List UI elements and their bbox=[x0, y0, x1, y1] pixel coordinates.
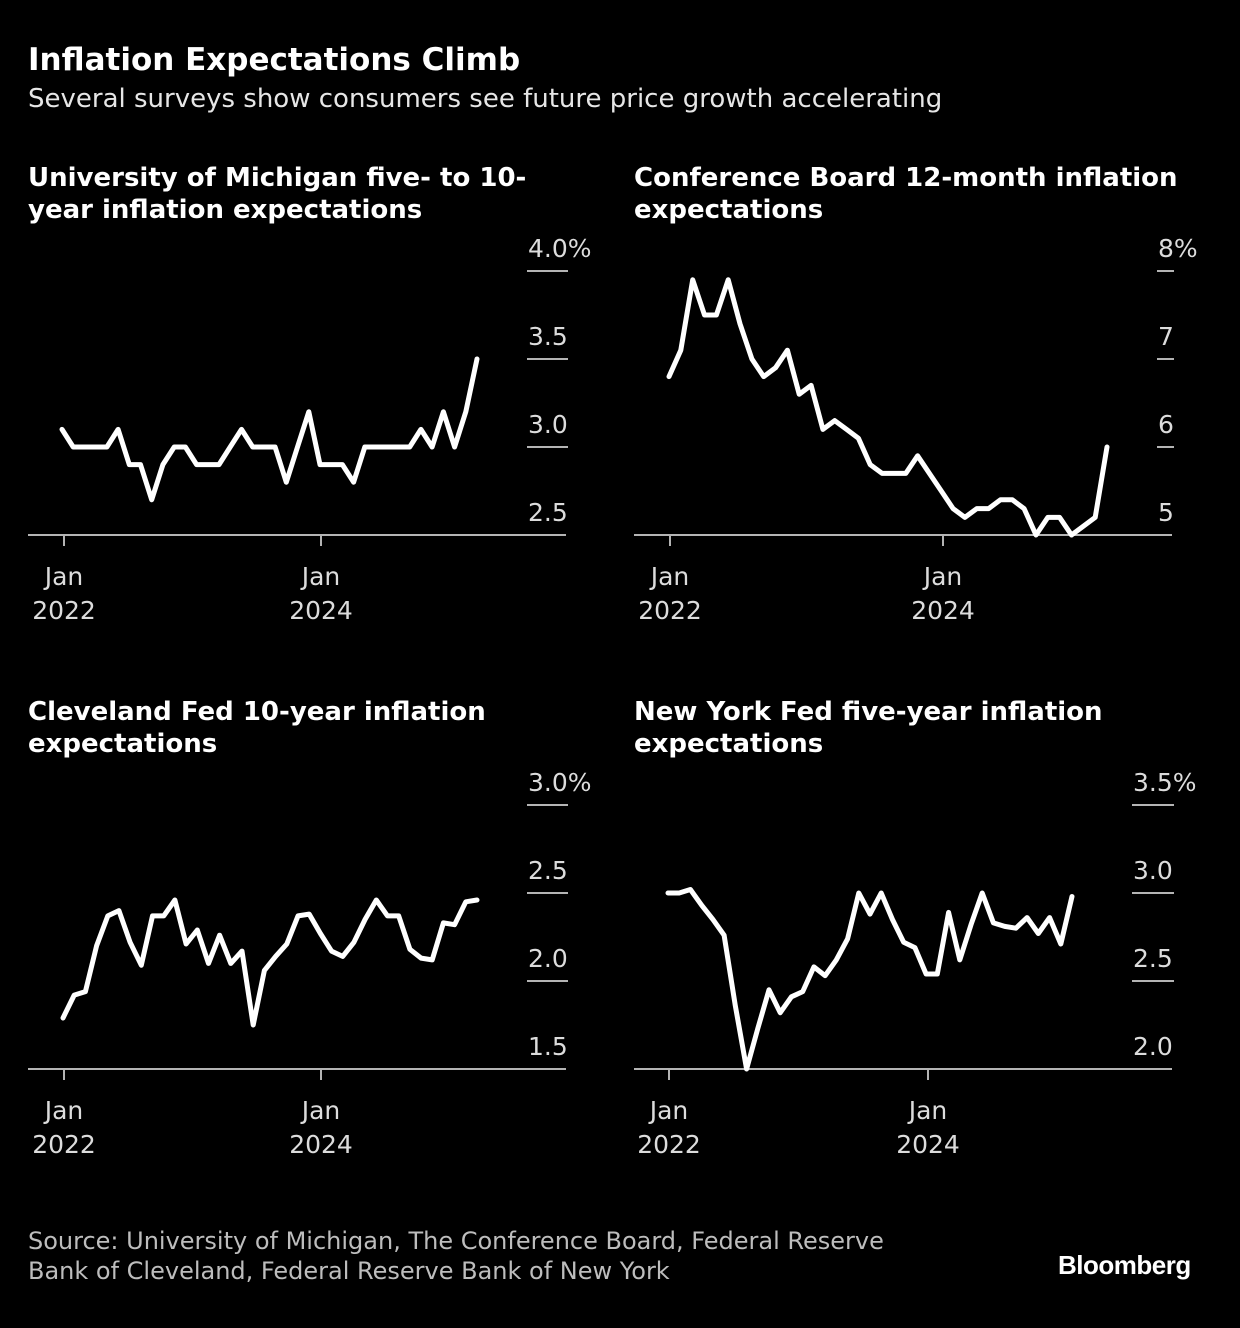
x-tick-label-month: Jan bbox=[648, 1096, 689, 1125]
x-tick-label-year: 2022 bbox=[32, 1130, 96, 1159]
series-line bbox=[59, 356, 480, 503]
y-tick-label: 3.0% bbox=[528, 768, 592, 797]
chart-subtitle: Several surveys show consumers see futur… bbox=[28, 84, 943, 114]
x-tick-label-year: 2022 bbox=[637, 1130, 701, 1159]
source-line-2: Bank of Cleveland, Federal Reserve Bank … bbox=[28, 1257, 670, 1285]
y-tick-label: 3.0 bbox=[528, 410, 568, 439]
x-tick-label-month: Jan bbox=[907, 1096, 948, 1125]
x-tick-label-year: 2024 bbox=[289, 596, 353, 625]
panel-title-ny-fed: New York Fed five-year inflation expecta… bbox=[634, 697, 1103, 759]
y-tick-label: 3.5% bbox=[1133, 768, 1197, 797]
series-line bbox=[60, 897, 480, 1028]
source-line-1: Source: University of Michigan, The Conf… bbox=[28, 1227, 884, 1255]
y-tick-label: 7 bbox=[1158, 322, 1174, 351]
y-tick-label: 8% bbox=[1158, 234, 1198, 263]
x-tick-label-year: 2022 bbox=[32, 596, 96, 625]
y-tick-label: 3.5 bbox=[528, 322, 568, 351]
panel-title-conference-board: Conference Board 12-month inflation expe… bbox=[634, 163, 1178, 225]
panel-title-michigan: University of Michigan five- to 10-year … bbox=[28, 163, 527, 225]
y-tick-label: 3.0 bbox=[1133, 856, 1173, 885]
chart-title: Inflation Expectations Climb bbox=[28, 42, 521, 78]
x-tick-label-year: 2024 bbox=[289, 1130, 353, 1159]
panel-title-cleveland-fed: Cleveland Fed 10-year inflation expectat… bbox=[28, 697, 486, 759]
y-tick-label: 2.5 bbox=[528, 856, 568, 885]
x-tick-label-year: 2024 bbox=[911, 596, 975, 625]
y-tick-label: 1.5 bbox=[528, 1032, 568, 1061]
x-tick-label-month: Jan bbox=[43, 1096, 84, 1125]
y-tick-label: 2.5 bbox=[1133, 944, 1173, 973]
x-tick-label-month: Jan bbox=[300, 562, 341, 591]
x-tick-label-month: Jan bbox=[649, 562, 690, 591]
series-line bbox=[665, 887, 1075, 1072]
y-tick-label: 6 bbox=[1158, 410, 1174, 439]
source-note: Source: University of Michigan, The Conf… bbox=[28, 1226, 948, 1286]
x-tick-label-month: Jan bbox=[300, 1096, 341, 1125]
y-tick-label: 5 bbox=[1158, 498, 1174, 527]
y-tick-label: 2.0 bbox=[528, 944, 568, 973]
bloomberg-logo: Bloomberg bbox=[1058, 1250, 1191, 1280]
x-tick-label-month: Jan bbox=[922, 562, 963, 591]
y-tick-label: 2.0 bbox=[1133, 1032, 1173, 1061]
x-tick-label-month: Jan bbox=[43, 562, 84, 591]
x-tick-label-year: 2022 bbox=[638, 596, 702, 625]
series-line bbox=[666, 277, 1110, 538]
x-tick-label-year: 2024 bbox=[896, 1130, 960, 1159]
y-tick-label: 2.5 bbox=[528, 498, 568, 527]
y-tick-label: 4.0% bbox=[528, 234, 592, 263]
